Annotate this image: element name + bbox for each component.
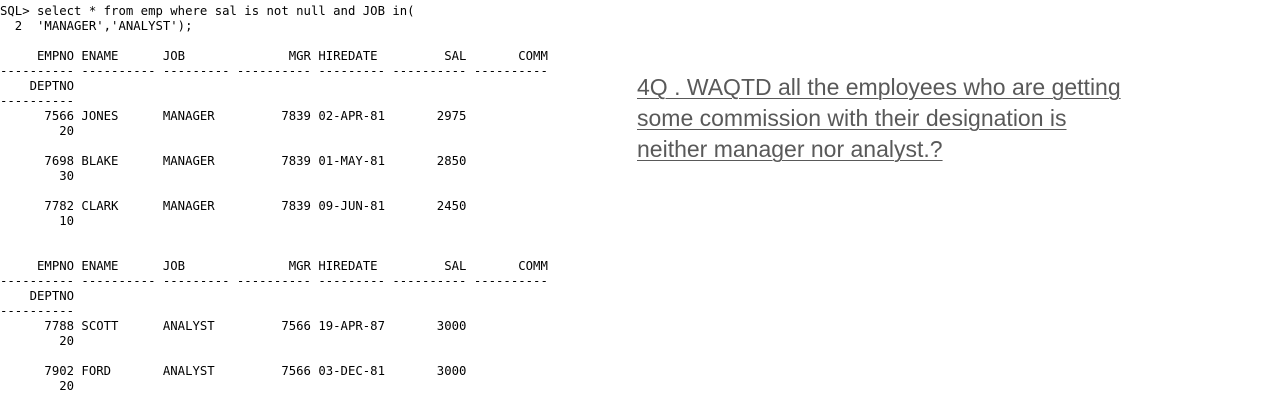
sqlplus-console-output: SQL> select * from emp where sal is not … — [0, 4, 610, 394]
table-row: 7566 JONES MANAGER 7839 02-APR-81 2975 — [0, 109, 467, 123]
table-row-deptno: 30 — [0, 169, 75, 183]
blank-line — [0, 244, 610, 259]
result-deptno-rule: ---------- — [0, 94, 75, 108]
result-deptno-rule: ---------- — [0, 304, 75, 318]
result-header-columns: EMPNO ENAME JOB MGR HIREDATE SAL COMM — [0, 49, 548, 63]
table-row-deptno: 10 — [0, 214, 75, 228]
question-line-3: neither manager nor analyst.? — [637, 136, 943, 162]
blank-line — [0, 349, 610, 364]
sql-query-line-2: 2 'MANAGER','ANALYST'); — [0, 19, 193, 33]
table-row-deptno: 20 — [0, 379, 75, 393]
blank-line — [0, 139, 610, 154]
table-row: 7788 SCOTT ANALYST 7566 19-APR-87 3000 — [0, 319, 467, 333]
blank-line — [0, 34, 610, 49]
question-line-1: 4Q . WAQTD all the employees who are get… — [637, 74, 1121, 100]
question-line-2: some commission with their designation i… — [637, 105, 1067, 131]
question-text: 4Q . WAQTD all the employees who are get… — [637, 72, 1237, 165]
result-header-rule: ---------- ---------- --------- --------… — [0, 274, 548, 288]
result-header-rule: ---------- ---------- --------- --------… — [0, 64, 548, 78]
result-deptno-header: DEPTNO — [0, 289, 75, 303]
table-row-deptno: 20 — [0, 334, 75, 348]
blank-line — [0, 229, 610, 244]
table-row: 7782 CLARK MANAGER 7839 09-JUN-81 2450 — [0, 199, 467, 213]
blank-line — [0, 184, 610, 199]
table-row: 7698 BLAKE MANAGER 7839 01-MAY-81 2850 — [0, 154, 467, 168]
result-deptno-header: DEPTNO — [0, 79, 75, 93]
result-header-columns: EMPNO ENAME JOB MGR HIREDATE SAL COMM — [0, 259, 548, 273]
table-row-deptno: 20 — [0, 124, 75, 138]
table-row: 7902 FORD ANALYST 7566 03-DEC-81 3000 — [0, 364, 467, 378]
sql-query-line-1: SQL> select * from emp where sal is not … — [0, 4, 415, 18]
